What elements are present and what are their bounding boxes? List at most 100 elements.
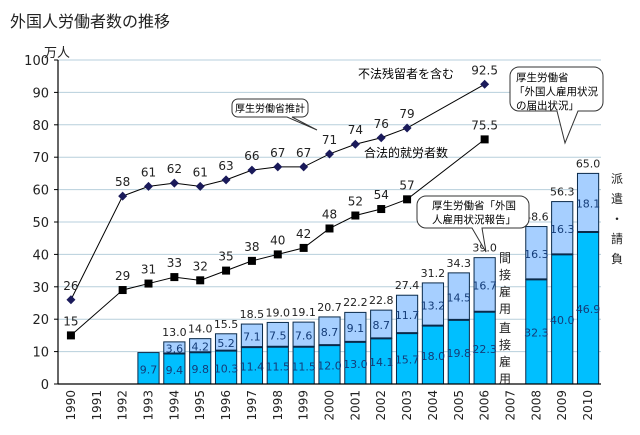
vertical-char: 請 — [611, 232, 623, 246]
marker-diamond — [247, 165, 257, 175]
vertical-char: 接 — [499, 267, 511, 282]
x-tick-label: 1992 — [116, 390, 130, 421]
point-label: 58 — [115, 175, 130, 189]
bar-total-label: 22.8 — [369, 294, 394, 307]
bar-label-direct: 32.3 — [524, 327, 549, 340]
vertical-char: 間 — [499, 251, 511, 265]
x-tick-label: 2009 — [555, 390, 569, 421]
bar-label-direct: 46.9 — [576, 303, 601, 316]
bar-total-label: 13.0 — [162, 326, 187, 339]
bar-label-indirect: 7.6 — [295, 329, 313, 342]
vertical-char: 用 — [499, 372, 511, 386]
bar-label-indirect: 3.6 — [166, 343, 184, 356]
y-tick-label: 50 — [32, 216, 49, 231]
x-tick-label: 2000 — [323, 390, 337, 421]
marker-diamond — [299, 162, 309, 172]
marker-square — [273, 250, 282, 259]
marker-square — [118, 286, 127, 295]
point-label: 66 — [244, 149, 259, 163]
bar-label-direct: 9.8 — [191, 363, 209, 376]
bar-label-direct: 13.0 — [343, 358, 368, 371]
marker-square — [403, 195, 412, 204]
bar-label-direct: 11.4 — [240, 361, 265, 374]
marker-square — [377, 205, 386, 214]
x-tick-label: 1998 — [271, 390, 285, 421]
x-tick-label: 2003 — [400, 390, 414, 421]
x-tick-label: 2001 — [348, 390, 362, 421]
marker-diamond — [144, 181, 153, 191]
callout-report-line1: 厚生労働省「外国 — [432, 199, 516, 212]
x-tick-labels: 1990 1991 1992 1993 1994 1995 1996 1997 1998 1999… — [64, 390, 595, 421]
bar-total-label: 65.0 — [576, 157, 601, 170]
vertical-char: 雇 — [499, 284, 511, 299]
x-tick-label: 2007 — [504, 390, 518, 421]
bar-label-direct: 22.3 — [472, 343, 497, 356]
callout-notify-line2: 「外国人雇用状況 — [514, 85, 598, 98]
x-tick-label: 2005 — [452, 390, 466, 421]
y-tick-label: 30 — [32, 281, 49, 296]
y-tick-label: 60 — [32, 184, 49, 199]
x-tick-label: 2010 — [581, 390, 595, 421]
bar-label-direct: 9.4 — [166, 364, 184, 377]
marker-diamond — [480, 79, 490, 89]
x-tick-label: 1999 — [297, 390, 311, 421]
bar-label-indirect: 16.3 — [550, 223, 575, 236]
y-tick-label: 100 — [24, 54, 49, 69]
point-label: 33 — [167, 256, 182, 270]
point-label: 79 — [399, 107, 414, 121]
series-label-illegal: 不法残留者を含む — [358, 66, 454, 81]
point-label: 29 — [115, 269, 130, 283]
bars — [137, 172, 600, 385]
bar-label-direct: 11.5 — [291, 360, 316, 373]
vertical-char: ・ — [611, 212, 623, 226]
bar-label-direct: 11.5 — [266, 360, 291, 373]
bar-total-label: 22.2 — [343, 296, 368, 309]
marker-square — [351, 211, 360, 220]
marker-square — [480, 135, 489, 144]
point-label: 31 — [141, 263, 156, 277]
bar-label-direct: 12.0 — [317, 360, 342, 373]
bar-total-label: 34.3 — [447, 257, 472, 270]
callout-estimate-text: 厚生労働省推計 — [235, 102, 305, 115]
callout-report-line2: 人雇用状況報告」 — [432, 213, 516, 226]
point-label: 32 — [193, 259, 208, 273]
y-tick-label: 40 — [32, 248, 49, 263]
y-tick-label: 0 — [41, 378, 49, 393]
bar-label-indirect: 7.5 — [269, 330, 287, 343]
series-label-legal: 合法的就労者数 — [364, 145, 448, 160]
bar-label-direct: 18.0 — [421, 350, 446, 363]
line-series: 26 58 61 62 61 63 66 67 67 71 74 76 79 92.5 15 29 31 33 32… — [63, 63, 498, 340]
callout-notify-line1: 厚生労働省 — [516, 71, 569, 84]
point-label: 38 — [244, 240, 259, 254]
point-label: 26 — [63, 279, 78, 293]
bar-total-label: 19.1 — [291, 306, 316, 319]
marker-square — [196, 276, 205, 285]
y-tick-label: 20 — [32, 313, 49, 328]
bar-total-label: 19.0 — [266, 306, 291, 319]
chart-title: 外国人労働者数の推移 — [10, 12, 171, 31]
label-dispatch-contract: 派遣・請負 — [611, 172, 623, 266]
bar-label-indirect: 11.7 — [395, 309, 420, 322]
point-label: 42 — [296, 227, 311, 241]
axes — [54, 59, 601, 385]
marker-diamond — [195, 181, 205, 191]
line-legal — [70, 138, 485, 336]
bar-label-direct: 15.7 — [395, 354, 420, 367]
y-axis-unit: 万人 — [44, 46, 71, 61]
marker-diamond — [118, 191, 128, 201]
x-tick-label: 1996 — [219, 390, 233, 421]
bar-label-direct: 40.0 — [550, 314, 575, 327]
bar-total-label: 56.3 — [550, 186, 575, 199]
y-tick-label: 10 — [32, 346, 49, 361]
marker-diamond — [402, 123, 412, 133]
vertical-char: 遣 — [611, 191, 623, 206]
bar-label-indirect: 13.2 — [421, 299, 446, 312]
callout-notify: 厚生労働省 「外国人雇用状況 の届出状況」 — [509, 66, 604, 145]
bar-total-label: 48.6 — [524, 211, 549, 224]
bar-label-indirect: 8.7 — [372, 319, 390, 332]
marker-square — [170, 273, 179, 282]
bar-label-indirect: 4.2 — [191, 340, 209, 353]
x-tick-label: 1993 — [142, 390, 156, 421]
